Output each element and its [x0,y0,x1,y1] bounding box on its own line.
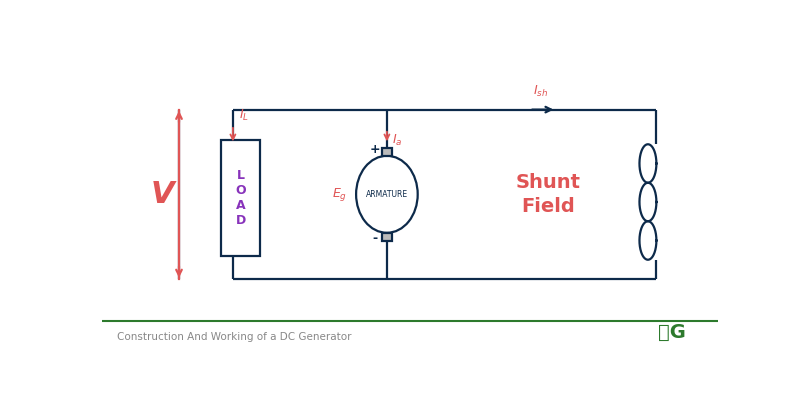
Bar [382,233,392,240]
Text: $I_L$: $I_L$ [239,108,249,124]
Text: -: - [372,232,377,246]
Text: $I_a$: $I_a$ [391,133,402,148]
Text: $E_g$: $E_g$ [332,186,346,203]
Text: ᗑG: ᗑG [658,324,686,342]
Text: L
O
A
D: L O A D [235,169,246,227]
Bar [382,148,392,156]
Ellipse shape [356,156,418,233]
Text: +: + [370,143,380,156]
Text: Construction And Working of a DC Generator: Construction And Working of a DC Generat… [118,332,352,342]
Text: V: V [150,180,174,209]
Text: $I_{sh}$: $I_{sh}$ [534,84,549,99]
Bar [222,140,260,256]
Text: ARMATURE: ARMATURE [366,190,408,199]
Text: Shunt
Field: Shunt Field [516,173,581,216]
